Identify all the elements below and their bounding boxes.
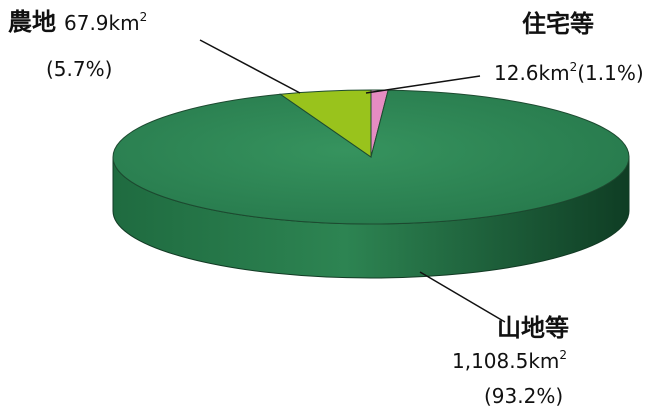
- label-mountain: 1,108.5km2: [452, 348, 567, 373]
- label-farmland-value: 67.9: [64, 11, 109, 35]
- label-residential-value: 12.6: [494, 61, 539, 85]
- pie-slices: [112, 89, 630, 225]
- slice-farmland: [278, 89, 372, 158]
- label-residential: 12.6km2(1.1%): [494, 60, 644, 85]
- label-farmland: 農地 67.9km2: [8, 8, 147, 36]
- label-residential-name: 住宅等: [522, 10, 594, 38]
- label-farmland-name: 農地: [8, 8, 56, 36]
- label-farmland-percent: (5.7%): [46, 57, 112, 81]
- leader-line-farmland: [199, 39, 301, 94]
- label-mountain-unit: km: [528, 349, 559, 373]
- label-farmland-unit: km: [109, 11, 140, 35]
- leader-line-residential: [365, 75, 481, 94]
- label-mountain-name: 山地等: [497, 314, 569, 342]
- label-residential-percent: (1.1%): [577, 61, 643, 85]
- label-mountain-percent: (93.2%): [484, 384, 563, 408]
- label-mountain-value: 1,108.5: [452, 349, 528, 373]
- leader-line-mountain: [419, 271, 506, 323]
- label-residential-unit: km: [539, 61, 570, 85]
